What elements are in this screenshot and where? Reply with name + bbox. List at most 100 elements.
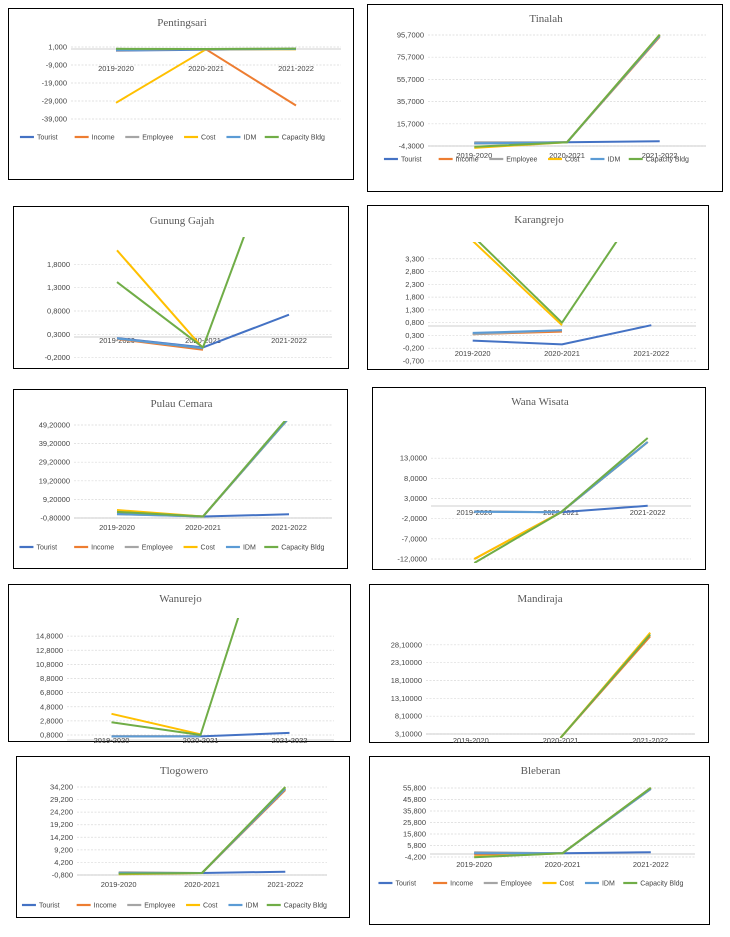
legend-label: IDM bbox=[243, 545, 256, 552]
y-tick-label: 5,800 bbox=[407, 841, 426, 850]
y-tick-label: -7,0000 bbox=[402, 534, 427, 543]
y-tick-label: 95,7000 bbox=[397, 31, 424, 40]
y-tick-label: 18,10000 bbox=[391, 676, 422, 685]
series-line-income bbox=[115, 48, 297, 107]
y-tick-label: 29,20000 bbox=[39, 458, 70, 467]
series-line-employee bbox=[474, 441, 649, 514]
series-line-idm bbox=[116, 337, 204, 350]
legend-label: Tourist bbox=[39, 903, 60, 910]
legend-label: Income bbox=[450, 881, 473, 888]
chart-panel-gunung-gajah: Gunung Gajah 1,8000 1,3000 0,8000 0,3000 -0,2… bbox=[13, 206, 349, 369]
series-line-capacity-bldg bbox=[111, 618, 240, 736]
series-line-cost bbox=[115, 48, 297, 104]
y-tick-label: -0,80000 bbox=[40, 514, 70, 523]
x-tick-label: 2020-2021 bbox=[543, 736, 579, 744]
x-tick-label: 2019-2020 bbox=[101, 880, 137, 889]
y-tick-label: 8,10000 bbox=[395, 712, 422, 721]
legend-label: Tourist bbox=[37, 135, 58, 142]
chart-title: Wana Wisata bbox=[511, 396, 569, 408]
series-line-cost bbox=[116, 421, 288, 518]
y-tick-label: 55,7000 bbox=[397, 75, 424, 84]
series-line-income bbox=[116, 421, 288, 518]
y-tick-label: 3,0000 bbox=[404, 494, 427, 503]
legend-label: Employee bbox=[142, 135, 173, 142]
y-tick-label: -0,2000 bbox=[45, 353, 70, 362]
y-tick-label: 10,8000 bbox=[36, 660, 63, 669]
chart-title: Pentingsari bbox=[157, 17, 207, 29]
x-tick-label: 2019-2020 bbox=[98, 64, 134, 73]
y-tick-label: -19,000 bbox=[42, 79, 67, 88]
x-tick-label: 2020-2021 bbox=[544, 349, 580, 358]
chart-panel-wana-wisata: Wana Wisata 13,0000 8,0000 3,0000 -2,0000 -7,… bbox=[372, 387, 706, 570]
x-tick-label: 2019-2020 bbox=[99, 336, 135, 345]
x-tick-label: 2021-2022 bbox=[633, 349, 669, 358]
legend-label: Capacity Bldg bbox=[284, 903, 327, 910]
legend-label: IDM bbox=[245, 903, 258, 910]
y-tick-label: 12,8000 bbox=[36, 646, 63, 655]
series-line-capacity-bldg bbox=[474, 34, 661, 148]
series-line-cost bbox=[111, 712, 201, 736]
chart-panel-mandiraja: Mandiraja 28,10000 23,10000 18,10000 13,1000… bbox=[369, 584, 709, 744]
series-line-idm bbox=[474, 788, 652, 855]
y-tick-label: -2,0000 bbox=[402, 514, 427, 523]
series-line-capacity-bldg bbox=[118, 786, 287, 875]
legend-label: Income bbox=[92, 135, 115, 142]
y-tick-label: 14,8000 bbox=[36, 632, 63, 641]
y-tick-label: 1,000 bbox=[48, 43, 67, 52]
x-tick-label: 2020-2021 bbox=[184, 880, 220, 889]
y-tick-label: 35,7000 bbox=[397, 97, 424, 106]
y-tick-label: 6,8000 bbox=[40, 688, 63, 697]
x-tick-label: 2021-2022 bbox=[278, 64, 314, 73]
series-line-capacity-bldg bbox=[559, 633, 651, 738]
series-line-cost bbox=[474, 34, 661, 149]
x-tick-label: 2021-2022 bbox=[642, 151, 678, 160]
x-tick-label: 2021-2022 bbox=[630, 508, 666, 517]
legend-label: Employee bbox=[142, 545, 173, 552]
x-tick-label: 2021-2022 bbox=[267, 880, 303, 889]
chart-title: Wanurejo bbox=[159, 593, 202, 605]
y-tick-label: 45,800 bbox=[403, 795, 426, 804]
legend-label: Cost bbox=[565, 157, 579, 164]
x-tick-label: 2019-2020 bbox=[456, 151, 492, 160]
y-tick-label: 23,10000 bbox=[391, 658, 422, 667]
series-line-cost bbox=[118, 786, 287, 876]
y-tick-label: 9,200 bbox=[54, 845, 73, 854]
legend-label: Employee bbox=[144, 903, 175, 910]
legend-label: Income bbox=[91, 545, 114, 552]
series-line-idm bbox=[474, 441, 649, 514]
y-tick-label: 28,10000 bbox=[391, 640, 422, 649]
chart-title: Bleberan bbox=[521, 765, 561, 777]
legend-label: Tourist bbox=[401, 157, 422, 164]
y-tick-label: 25,800 bbox=[403, 818, 426, 827]
legend-label: Cost bbox=[203, 903, 217, 910]
chart-panel-pulau-cemara: Pulau Cemara 49,20000 39,20000 29,20000 19,2… bbox=[13, 389, 348, 569]
x-tick-label: 2019-2020 bbox=[94, 736, 130, 743]
chart-title: Tinalah bbox=[529, 13, 563, 25]
chart-panel-bleberan: Bleberan 55,800 45,800 35,800 25,800 15,800 5,… bbox=[369, 756, 710, 925]
x-tick-label: 2021-2022 bbox=[271, 336, 307, 345]
y-tick-label: 2,800 bbox=[405, 267, 424, 276]
chart-panel-tlogowero: Tlogowero 34,200 29,200 24,200 19,200 14,200 9… bbox=[16, 756, 350, 918]
y-tick-label: 75,7000 bbox=[397, 53, 424, 62]
legend-label: Tourist bbox=[395, 881, 416, 888]
series-line-employee bbox=[118, 788, 287, 874]
series-line-idm bbox=[474, 35, 661, 145]
series-line-employee bbox=[474, 35, 661, 144]
y-tick-label: 55,800 bbox=[403, 784, 426, 793]
y-tick-label: -12,0000 bbox=[397, 555, 427, 564]
legend-label: Capacity Bldg bbox=[282, 135, 325, 142]
y-tick-label: 13,10000 bbox=[391, 694, 422, 703]
series-line-capacity-bldg bbox=[477, 242, 618, 324]
x-tick-label: 2020-2021 bbox=[545, 860, 581, 869]
chart-panel-pentingsari: Pentingsari 1,000 -9,000 -19,000 -29,000 -39,… bbox=[8, 8, 354, 180]
legend-label: IDM bbox=[243, 135, 256, 142]
series-line-income bbox=[474, 36, 661, 145]
series-line-idm bbox=[116, 421, 288, 518]
x-tick-label: 2021-2022 bbox=[632, 736, 668, 744]
y-tick-label: 13,0000 bbox=[400, 454, 427, 463]
chart-title: Gunung Gajah bbox=[150, 215, 215, 227]
series-line-income bbox=[474, 788, 652, 856]
y-tick-label: -9,000 bbox=[46, 61, 67, 70]
y-tick-label: -0,800 bbox=[52, 871, 73, 880]
y-tick-label: 1,800 bbox=[405, 293, 424, 302]
